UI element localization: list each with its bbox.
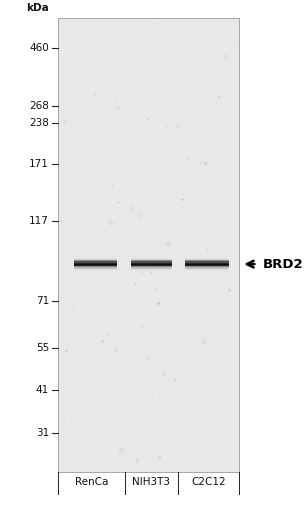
Text: 117: 117 (29, 216, 49, 226)
Text: 171: 171 (29, 159, 49, 169)
Text: 268: 268 (29, 101, 49, 111)
Text: RenCa: RenCa (75, 477, 108, 487)
Text: 71: 71 (36, 296, 49, 307)
Text: 41: 41 (36, 385, 49, 395)
Text: BRD2: BRD2 (263, 258, 303, 271)
Text: 460: 460 (29, 43, 49, 53)
Text: kDa: kDa (26, 3, 49, 13)
Text: 238: 238 (29, 119, 49, 128)
Text: 31: 31 (36, 428, 49, 438)
Text: NIH3T3: NIH3T3 (132, 477, 170, 487)
Text: 55: 55 (36, 343, 49, 353)
Text: C2C12: C2C12 (191, 477, 225, 487)
Bar (58, 18, 239, 472)
